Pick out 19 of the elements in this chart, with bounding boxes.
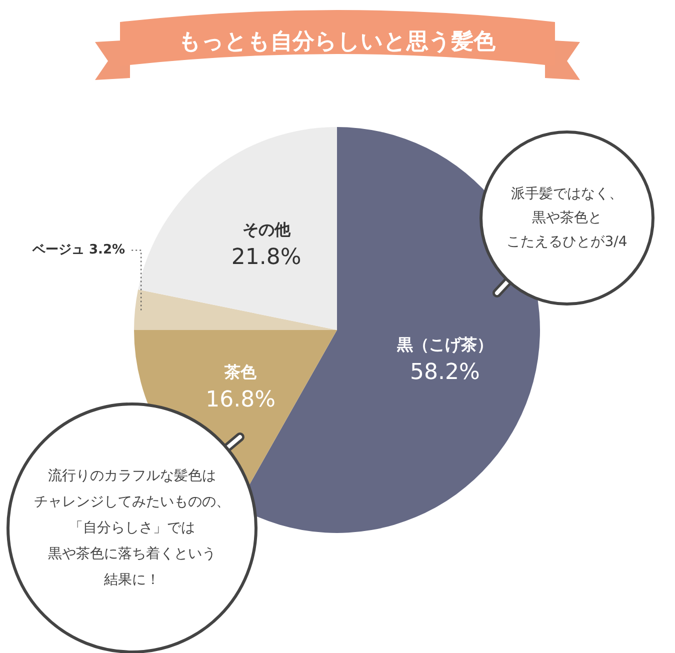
data-label: 3.2% xyxy=(89,242,126,258)
text: 流行りのカラフルな髪色は xyxy=(48,468,216,484)
data-label: 58.2% xyxy=(410,360,480,385)
data-label: 16.8% xyxy=(206,388,276,413)
chart-title: もっとも自分らしいと思う髪色 xyxy=(178,30,496,54)
slice-label: ベージュ xyxy=(32,242,84,258)
text: 結果に！ xyxy=(103,572,160,588)
slice-label: 黒（こげ茶） xyxy=(396,334,493,354)
pie-slice xyxy=(134,289,337,330)
text: 「自分らしさ」では xyxy=(69,520,195,536)
text: 黒や茶色に落ち着くという xyxy=(48,546,216,562)
text: こたえるひとが3/4 xyxy=(506,234,628,250)
text: 派手髪ではなく、 xyxy=(511,186,623,202)
text: チャレンジしてみたいものの、 xyxy=(34,494,230,510)
pie-slice xyxy=(138,127,337,330)
slice-label: その他 xyxy=(242,220,292,240)
slice-label: 茶色 xyxy=(224,362,258,382)
data-label: 21.8% xyxy=(231,245,302,270)
text: 黒や茶色と xyxy=(532,210,602,226)
